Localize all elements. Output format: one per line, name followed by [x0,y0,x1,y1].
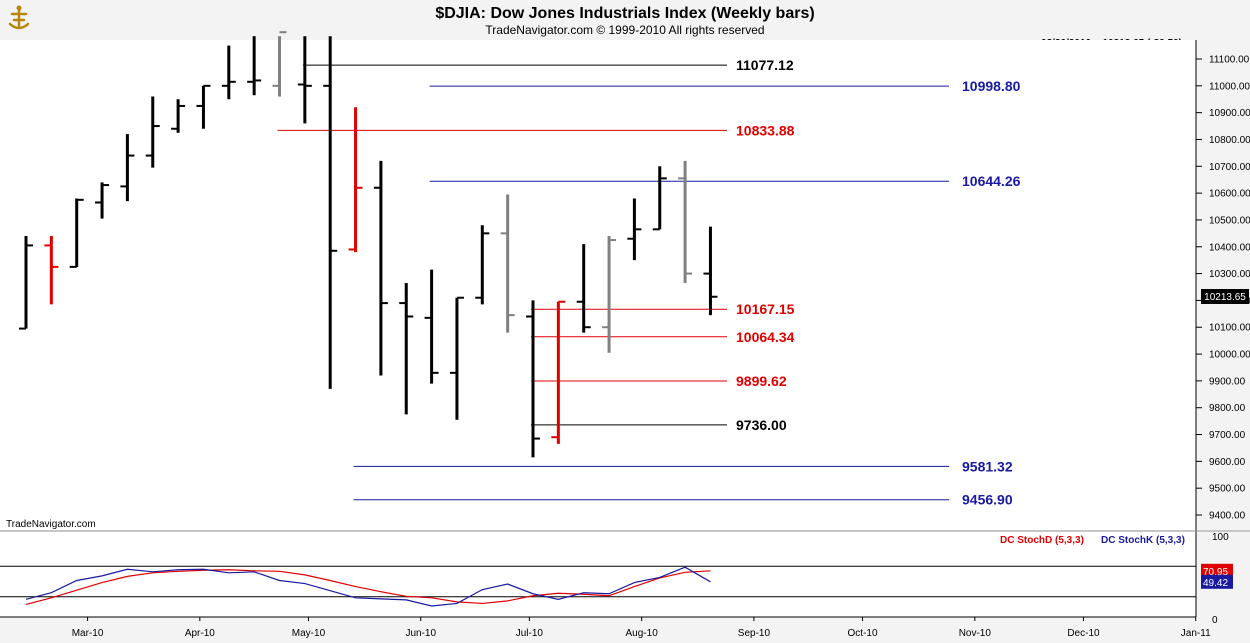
ohlc-bar [627,198,642,261]
indicator-value-label: 70.95 [1203,567,1228,578]
ohlc-bar [475,225,490,305]
indicator-y-tick: 100 [1212,532,1229,543]
level-label: 9899.62 [736,373,787,389]
price-y-axis: 11100.00 11000.00 10900.00 10800.00 10700.00… [1195,40,1250,617]
watermark-text: TradeNavigator.com [6,519,96,530]
level-label: 10064.34 [736,329,795,345]
level-label: 9736.00 [736,417,787,433]
copyright-text: TradeNavigator.com © 1999-2010 All right… [485,23,764,37]
stochd-legend: DC StochD (5,3,3) [1000,535,1084,546]
ohlc-bar [171,99,186,133]
ohlc-bar [652,166,667,231]
level-label: 10644.26 [962,173,1021,189]
y-tick-label: 10900.00 [1209,108,1250,119]
y-tick-label: 9400.00 [1209,511,1246,522]
ohlc-bar [247,36,262,96]
indicator-value-box [1201,574,1233,589]
ohlc-bar [19,236,33,330]
ohlc-bar [272,31,287,97]
x-tick-label: Sep-10 [738,628,771,639]
ohlc-bar [602,236,617,353]
y-tick-label: 10800.00 [1209,135,1250,146]
level-label: 10998.80 [962,78,1021,94]
y-tick-label: 11000.00 [1209,81,1250,92]
y-tick-label: 9900.00 [1209,376,1246,387]
x-tick-label: Dec-10 [1067,628,1100,639]
ohlc-bar [196,84,211,129]
ohlc-bar [424,269,439,384]
indicator-series-line [25,569,711,606]
ohlc-bar [69,198,84,268]
x-tick-label: Mar-10 [72,628,104,639]
ohlc-bar [348,107,363,253]
y-tick-label: 10500.00 [1209,215,1250,226]
y-tick-label: 11100.00 [1209,55,1250,66]
ohlc-bar [145,96,160,168]
y-tick-label: 10000.00 [1209,350,1250,361]
y-tick-label: 10300.00 [1209,269,1250,280]
ohlc-bar [703,226,718,316]
y-tick-label: 9600.00 [1209,457,1246,468]
level-label: 10833.88 [736,122,795,138]
y-tick-label: 9500.00 [1209,484,1246,495]
x-tick-label: Oct-10 [848,628,878,639]
ohlc-bar [678,160,693,283]
price-plot-area [0,40,1196,530]
level-label: 11077.12 [736,57,794,73]
indicator-plot-area [0,532,1196,617]
y-tick-label: 9700.00 [1209,430,1246,441]
chart-title: $DJIA: Dow Jones Industrials Index (Week… [435,5,814,22]
ohlc-bar [399,282,414,415]
stochk-legend: DC StochK (5,3,3) [1101,535,1185,546]
last-price-box [1201,289,1249,304]
y-tick-label: 10100.00 [1209,323,1250,334]
indicator-y-tick: 0 [1212,615,1218,626]
x-tick-label: Jul-10 [516,628,544,639]
indicator-series-line [25,566,711,607]
last-price-label: 10213.65 [1204,292,1246,303]
ohlc-bar [449,296,464,420]
indicator-value-label: 49.42 [1203,578,1228,589]
y-tick-label: 9800.00 [1209,403,1246,414]
ohlc-bar [526,300,540,458]
y-tick-label: 10700.00 [1209,162,1250,173]
ohlc-bar [44,236,59,305]
bars-layer [19,31,718,458]
ohlc-bar [221,45,236,100]
date-x-axis: Mar-10 Apr-10 May-10 Jun-10 Jul-10 Aug-10 Sep-… [0,616,1211,639]
ohlc-bar [551,300,566,444]
level-label: 9581.32 [962,458,1013,474]
x-tick-label: Jun-10 [405,628,436,639]
x-tick-label: Jan-11 [1181,628,1211,639]
indicator-value-box [1201,563,1233,578]
levels-layer: 11077.12 10998.80 10833.88 10644.26 10167.15… [277,57,1021,508]
ohlc-bar [120,134,135,202]
ohlc-bar [500,194,515,333]
ohlc-bar [323,36,338,389]
y-tick-label: 10600.00 [1209,189,1250,200]
ohlc-bar [576,244,591,333]
x-tick-label: Apr-10 [185,628,215,639]
level-label: 9456.90 [962,492,1013,508]
x-tick-label: May-10 [292,628,326,639]
y-tick-label: 10400.00 [1209,242,1250,253]
ohlc-bar [95,182,110,219]
ohlc-bar [297,36,312,124]
level-label: 10167.15 [736,301,795,317]
x-tick-label: Nov-10 [959,628,992,639]
tradenavigator-logo-icon [6,5,32,32]
x-tick-label: Aug-10 [626,628,659,639]
ohlc-bar [373,160,388,376]
